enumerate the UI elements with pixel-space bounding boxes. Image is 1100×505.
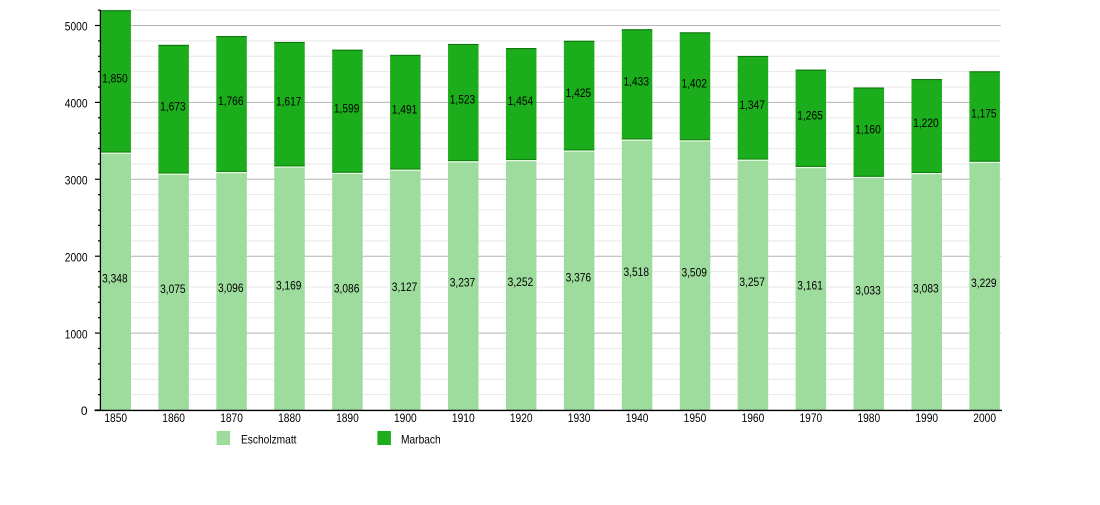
svg-text:0: 0 <box>81 404 88 418</box>
svg-text:1000: 1000 <box>65 327 88 341</box>
svg-text:1980: 1980 <box>857 411 880 425</box>
svg-text:1850: 1850 <box>104 411 127 425</box>
svg-text:1860: 1860 <box>162 411 185 425</box>
svg-text:3,376: 3,376 <box>566 270 592 284</box>
svg-text:2000: 2000 <box>973 411 996 425</box>
svg-text:5000: 5000 <box>65 20 88 34</box>
svg-text:1900: 1900 <box>394 411 417 425</box>
svg-text:1880: 1880 <box>278 411 301 425</box>
svg-text:3,518: 3,518 <box>624 265 650 279</box>
svg-text:3,161: 3,161 <box>797 279 823 293</box>
svg-text:3,127: 3,127 <box>392 280 418 294</box>
svg-text:1870: 1870 <box>220 411 243 425</box>
svg-text:1,766: 1,766 <box>218 94 244 108</box>
svg-text:1,850: 1,850 <box>102 72 128 86</box>
svg-text:1,491: 1,491 <box>392 102 418 116</box>
svg-text:3,086: 3,086 <box>334 282 360 296</box>
svg-text:1940: 1940 <box>626 411 649 425</box>
svg-text:1,220: 1,220 <box>913 116 939 130</box>
svg-text:1,402: 1,402 <box>681 76 707 90</box>
svg-text:1,425: 1,425 <box>566 86 592 100</box>
svg-text:3,237: 3,237 <box>450 276 476 290</box>
svg-text:Escholzmatt: Escholzmatt <box>241 433 297 447</box>
svg-text:1,523: 1,523 <box>450 93 476 107</box>
svg-text:1970: 1970 <box>800 411 823 425</box>
svg-text:1,175: 1,175 <box>971 107 997 121</box>
svg-text:3,348: 3,348 <box>102 271 128 285</box>
svg-text:1,347: 1,347 <box>739 98 765 112</box>
svg-text:3,169: 3,169 <box>276 278 302 292</box>
svg-text:1,160: 1,160 <box>855 122 881 136</box>
svg-text:1990: 1990 <box>915 411 938 425</box>
svg-text:1,617: 1,617 <box>276 94 302 108</box>
svg-text:1930: 1930 <box>568 411 591 425</box>
svg-text:1,433: 1,433 <box>624 75 650 89</box>
svg-text:1,454: 1,454 <box>508 94 534 108</box>
svg-text:1920: 1920 <box>510 411 533 425</box>
svg-text:1,673: 1,673 <box>160 99 186 113</box>
svg-text:1960: 1960 <box>742 411 765 425</box>
svg-text:Marbach: Marbach <box>401 433 441 447</box>
svg-text:3,075: 3,075 <box>160 282 186 296</box>
svg-text:3,096: 3,096 <box>218 281 244 295</box>
svg-text:4000: 4000 <box>65 97 88 111</box>
svg-text:1910: 1910 <box>452 411 475 425</box>
svg-text:3,252: 3,252 <box>508 275 534 289</box>
svg-text:1950: 1950 <box>684 411 707 425</box>
svg-text:3,257: 3,257 <box>739 275 765 289</box>
svg-text:1,599: 1,599 <box>334 101 360 115</box>
svg-text:1,265: 1,265 <box>797 108 823 122</box>
svg-text:3000: 3000 <box>65 174 88 188</box>
svg-text:3,083: 3,083 <box>913 282 939 296</box>
svg-text:3,229: 3,229 <box>971 276 997 290</box>
svg-text:1890: 1890 <box>336 411 359 425</box>
svg-text:3,509: 3,509 <box>681 265 707 279</box>
svg-text:2000: 2000 <box>65 250 88 264</box>
svg-text:3,033: 3,033 <box>855 284 881 298</box>
